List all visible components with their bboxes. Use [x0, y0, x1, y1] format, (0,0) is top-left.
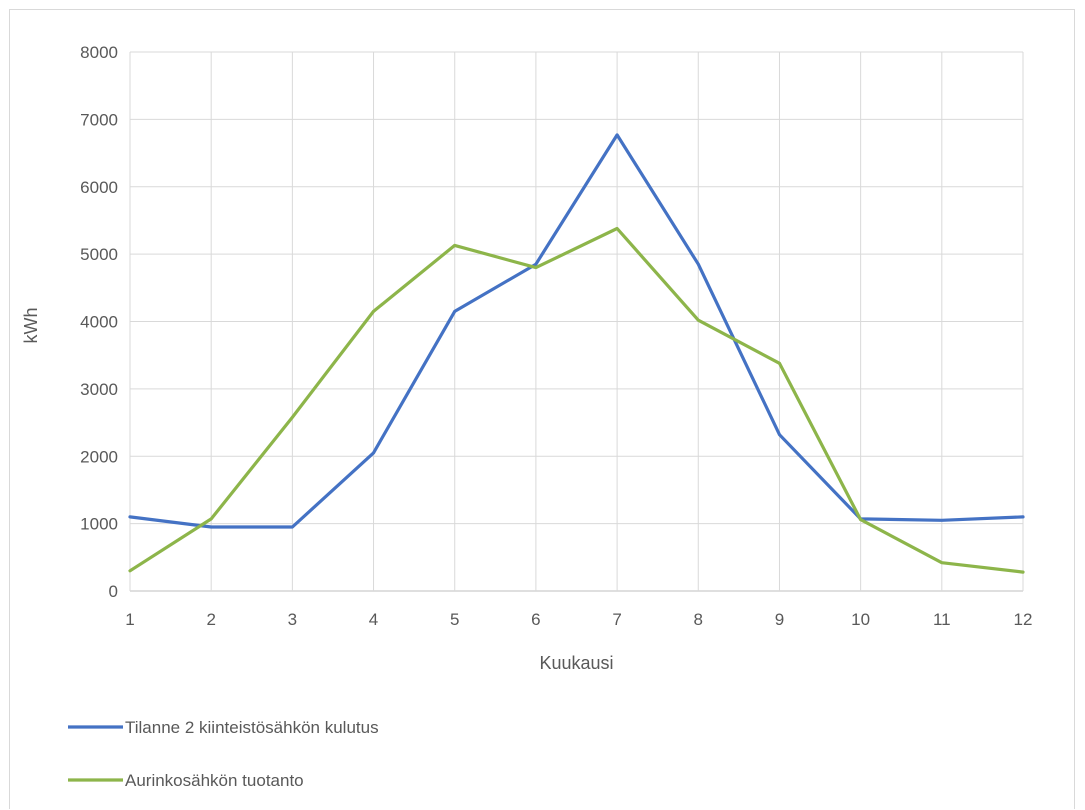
y-tick-label: 5000: [80, 245, 118, 264]
x-axis-title: Kuukausi: [539, 653, 613, 673]
x-tick-label: 5: [450, 610, 459, 629]
series: [128, 133, 1025, 574]
grid: [129, 51, 1024, 592]
x-tick-label: 11: [933, 610, 951, 629]
y-tick-label: 6000: [80, 178, 118, 197]
y-tick-label: 8000: [80, 43, 118, 62]
x-tick-label: 10: [851, 610, 870, 629]
x-tick-label: 6: [531, 610, 540, 629]
y-axis-ticks: 0 1000 2000 3000 4000 5000 6000 7000 8000: [80, 43, 118, 601]
legend-label-consumption: Tilanne 2 kiinteistösähkön kulutus: [125, 718, 379, 737]
x-tick-label: 9: [775, 610, 784, 629]
y-tick-label: 3000: [80, 380, 118, 399]
legend: Tilanne 2 kiinteistösähkön kulutus Aurin…: [68, 718, 379, 790]
x-axis-ticks: 1 2 3 4 5 6 7 8 9 10 11 12: [125, 610, 1032, 629]
x-tick-label: 3: [288, 610, 297, 629]
y-tick-label: 4000: [80, 313, 118, 332]
y-tick-label: 7000: [80, 110, 118, 129]
y-tick-label: 2000: [80, 447, 118, 466]
series-line-production: [128, 226, 1025, 574]
x-tick-label: 12: [1014, 610, 1033, 629]
y-axis-title: kWh: [21, 308, 41, 344]
y-tick-label: 1000: [80, 515, 118, 534]
x-tick-label: 8: [694, 610, 703, 629]
x-tick-label: 2: [206, 610, 215, 629]
x-tick-label: 7: [612, 610, 621, 629]
series-line-consumption: [128, 133, 1025, 529]
y-tick-label: 0: [109, 582, 118, 601]
x-tick-label: 4: [369, 610, 378, 629]
x-tick-label: 1: [125, 610, 134, 629]
legend-label-production: Aurinkosähkön tuotanto: [125, 771, 304, 790]
